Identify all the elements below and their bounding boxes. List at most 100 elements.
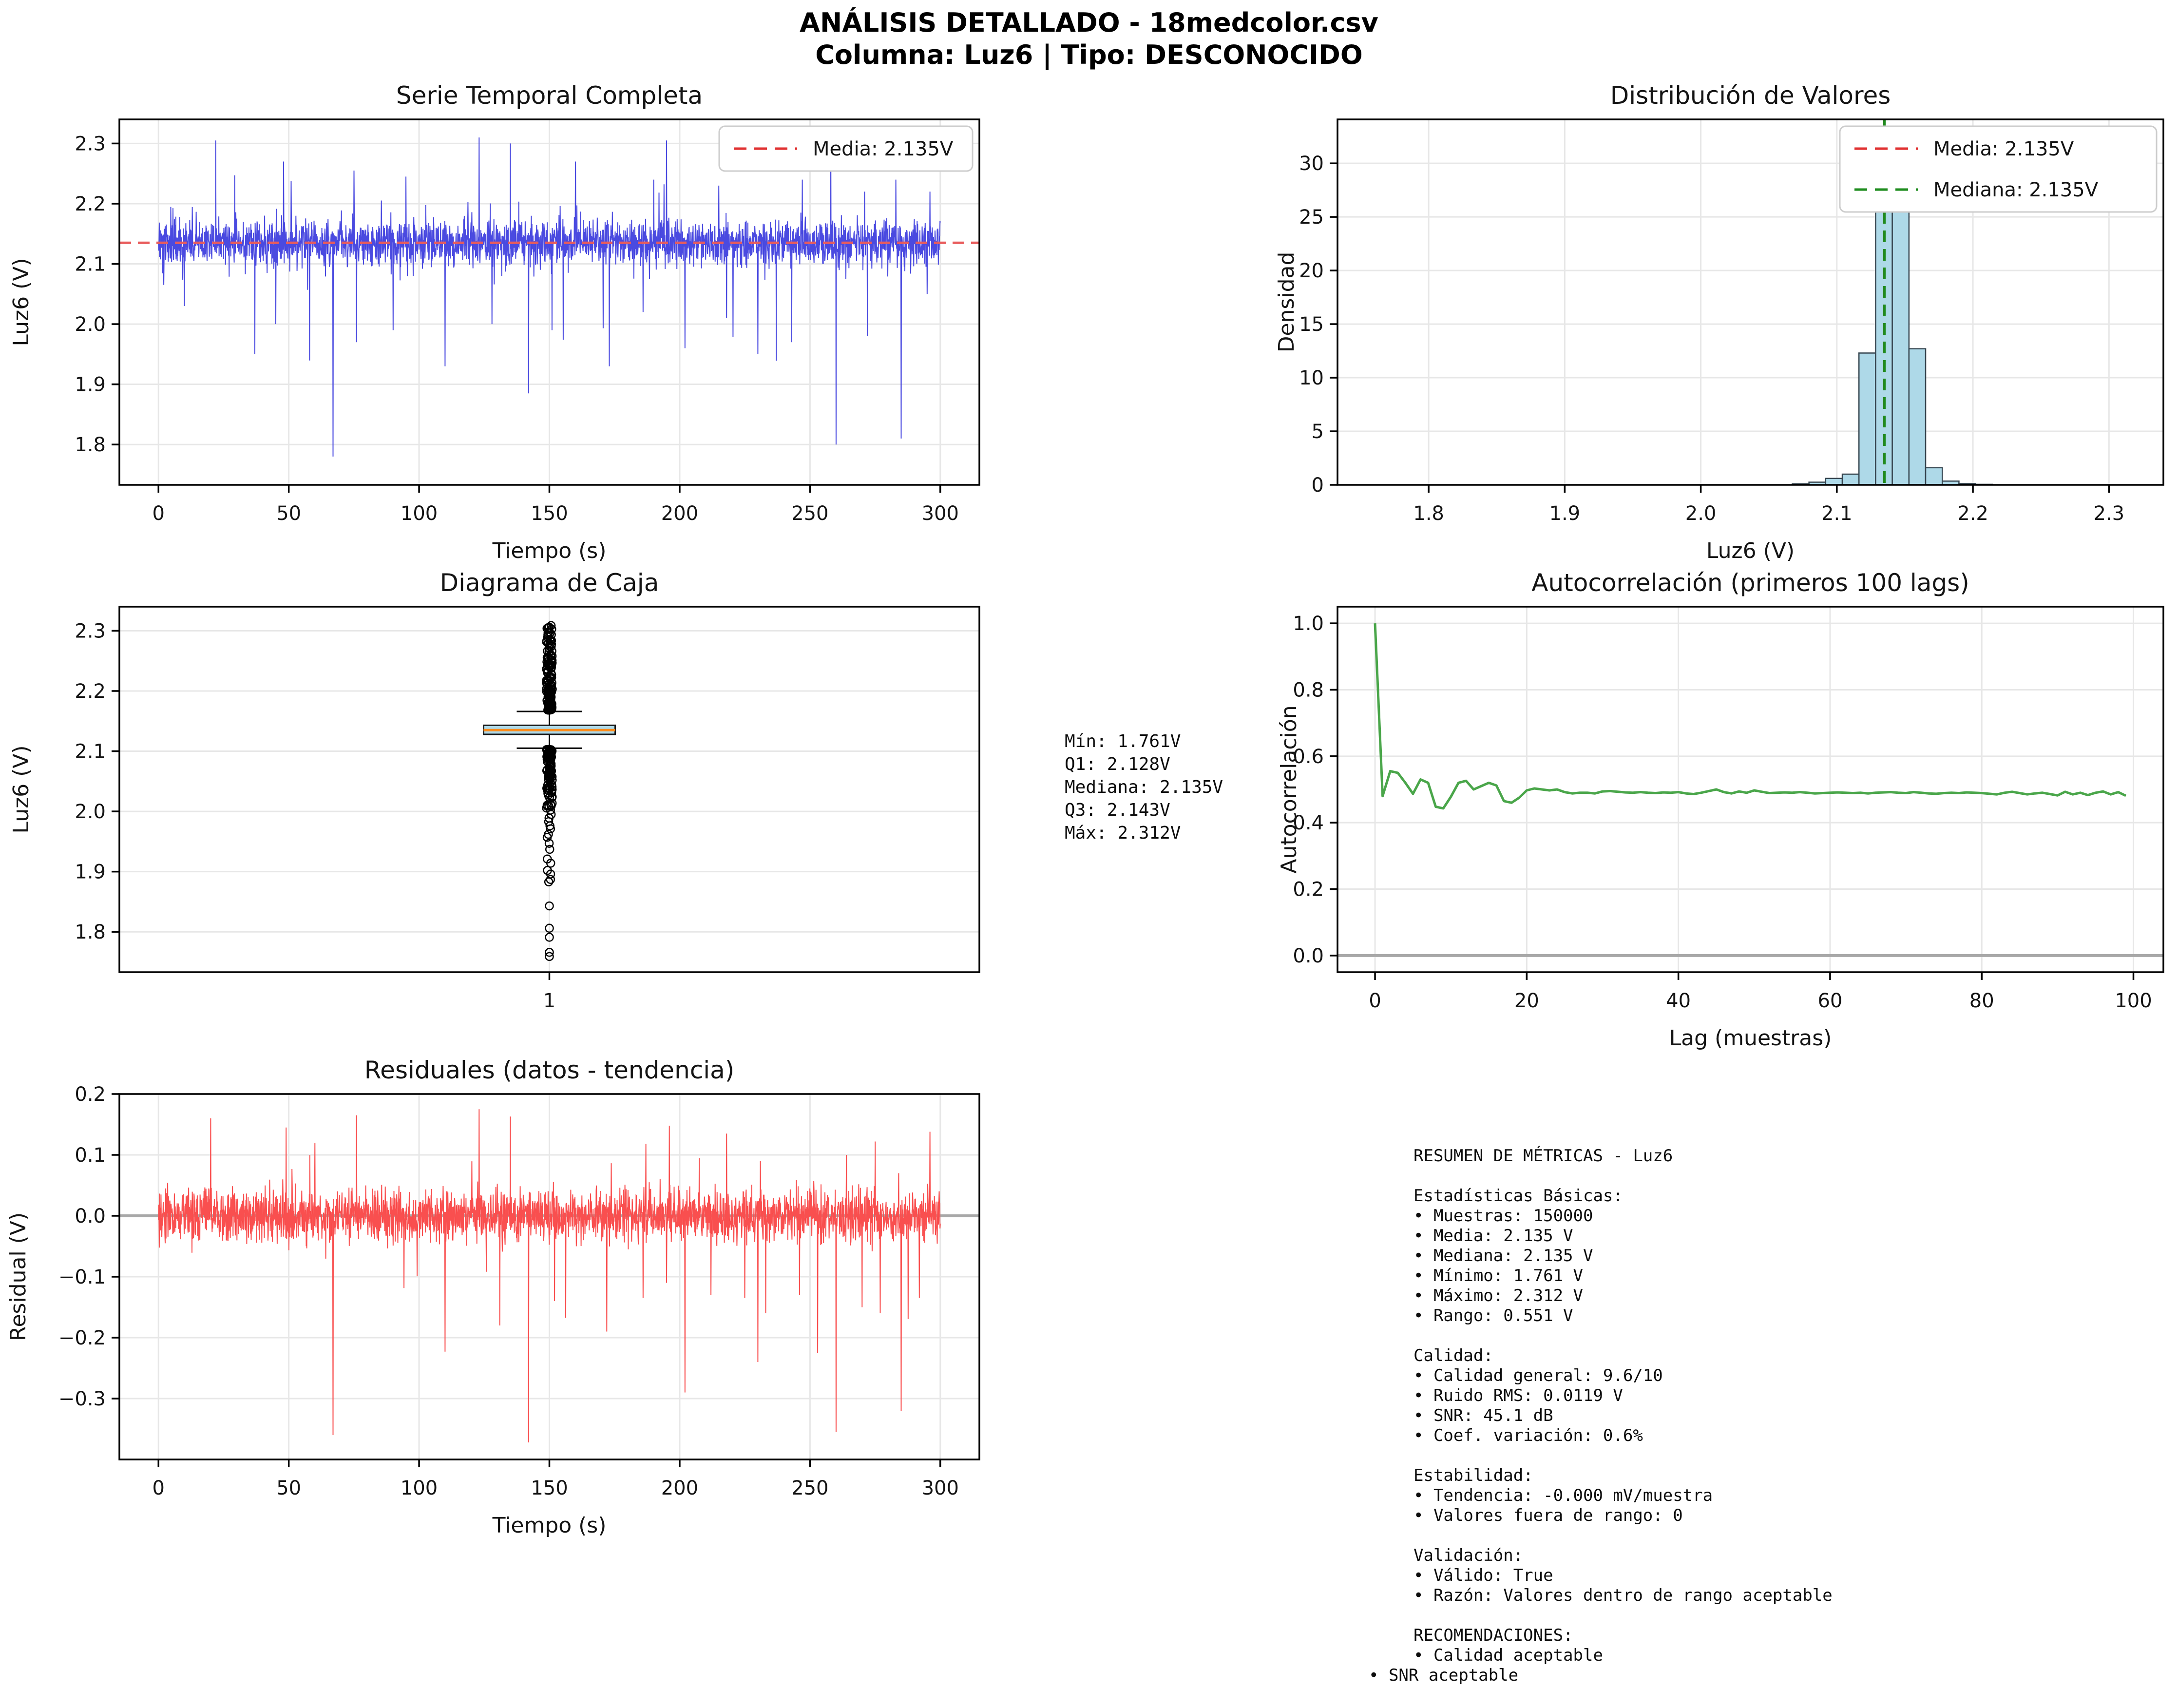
metrics-line: • Máximo: 2.312 V bbox=[1414, 1286, 1583, 1305]
tick-labels: 1 1.8 1.9 2.0 2.1 2.2 2.3 bbox=[75, 620, 555, 1012]
svg-text:2.3: 2.3 bbox=[75, 133, 106, 155]
svg-text:0.8: 0.8 bbox=[1293, 679, 1324, 701]
svg-text:40: 40 bbox=[1666, 990, 1691, 1012]
metrics-line: • Mediana: 2.135 V bbox=[1414, 1246, 1593, 1266]
x-axis-label: Luz6 (V) bbox=[1706, 538, 1795, 563]
svg-text:20: 20 bbox=[1299, 260, 1324, 282]
svg-text:0.6: 0.6 bbox=[1293, 746, 1324, 768]
histogram-plot: 1.8 1.9 2.0 2.1 2.2 2.3 0 5 10 15 20 25 30 Distribuci… bbox=[1274, 81, 2164, 563]
svg-text:2.1: 2.1 bbox=[1821, 502, 1853, 525]
svg-text:0: 0 bbox=[153, 1477, 165, 1499]
grid bbox=[119, 119, 979, 485]
boxplot-outliers bbox=[542, 621, 557, 961]
y-axis-label: Luz6 (V) bbox=[9, 745, 34, 833]
metrics-line: • Calidad aceptable bbox=[1414, 1646, 1603, 1665]
residuals-line bbox=[158, 1109, 941, 1443]
legend: Media: 2.135V Mediana: 2.135V bbox=[1839, 125, 2158, 213]
figure-title-line1: ANÁLISIS DETALLADO - 18medcolor.csv bbox=[800, 7, 1378, 38]
metrics-line: • Rango: 0.551 V bbox=[1414, 1306, 1573, 1325]
svg-text:300: 300 bbox=[922, 502, 959, 525]
svg-text:2.2: 2.2 bbox=[1957, 502, 1988, 525]
tick-labels: 0 50 100 150 200 250 300 1.8 1.9 2.0 2.1 2.2 2.3 bbox=[75, 133, 959, 525]
svg-text:0.4: 0.4 bbox=[1293, 812, 1324, 834]
svg-text:2.2: 2.2 bbox=[75, 680, 106, 703]
tick-labels: 1.8 1.9 2.0 2.1 2.2 2.3 0 5 10 15 20 25 30 bbox=[1299, 153, 2124, 525]
legend: Media: 2.135V bbox=[718, 125, 974, 172]
svg-text:2.3: 2.3 bbox=[75, 620, 106, 642]
y-axis-label: Densidad bbox=[1274, 252, 1299, 353]
svg-text:0: 0 bbox=[1369, 990, 1381, 1012]
y-axis-label: Residual (V) bbox=[6, 1212, 31, 1341]
svg-text:1.9: 1.9 bbox=[75, 374, 106, 396]
svg-text:20: 20 bbox=[1514, 990, 1539, 1012]
svg-text:1.9: 1.9 bbox=[75, 861, 106, 883]
svg-text:0: 0 bbox=[1312, 474, 1324, 497]
quartile-stats-line: Mín: 1.761V bbox=[1065, 731, 1181, 751]
tick-labels: 0 20 40 60 80 100 0.0 0.2 0.4 0.6 0.8 1.0 bbox=[1293, 613, 2152, 1012]
svg-text:2.1: 2.1 bbox=[75, 741, 106, 763]
svg-text:30: 30 bbox=[1299, 153, 1324, 175]
legend-label: Media: 2.135V bbox=[813, 138, 954, 160]
subplot-title: Serie Temporal Completa bbox=[396, 81, 703, 110]
metrics-line bbox=[1369, 1606, 1833, 1626]
metrics-line: • Coef. variación: 0.6% bbox=[1414, 1426, 1643, 1445]
metrics-line: • Muestras: 150000 bbox=[1414, 1206, 1593, 1226]
grid bbox=[1337, 607, 2163, 972]
legend-label: Media: 2.135V bbox=[1933, 138, 2074, 160]
quartile-stats-line: Máx: 2.312V bbox=[1065, 823, 1181, 843]
quartile-stats-line: Q1: 2.128V bbox=[1065, 754, 1170, 774]
grid bbox=[119, 1093, 979, 1459]
svg-text:0.1: 0.1 bbox=[75, 1144, 106, 1167]
svg-text:1.9: 1.9 bbox=[1549, 502, 1581, 525]
boxplot-plot: 1 1.8 1.9 2.0 2.1 2.2 2.3 Diagrama de Caja Luz6 … bbox=[9, 569, 980, 1012]
histogram-bar bbox=[1841, 473, 1860, 486]
svg-text:5: 5 bbox=[1312, 421, 1324, 443]
histogram-bar bbox=[1891, 159, 1910, 486]
metrics-line: Calidad: bbox=[1414, 1346, 1493, 1365]
legend-label: Mediana: 2.135V bbox=[1933, 179, 2099, 201]
quartile-stats-text: Mín: 1.761V Q1: 2.128V Mediana: 2.135V Q3: … bbox=[1065, 730, 1223, 844]
y-axis-label: Luz6 (V) bbox=[9, 258, 34, 346]
quartile-stats-line: Mediana: 2.135V bbox=[1065, 777, 1223, 797]
metrics-line bbox=[1369, 1526, 1833, 1546]
metrics-line: • Calidad general: 9.6/10 bbox=[1414, 1366, 1663, 1385]
svg-text:2.0: 2.0 bbox=[75, 313, 106, 336]
svg-text:−0.2: −0.2 bbox=[58, 1327, 106, 1349]
svg-text:300: 300 bbox=[922, 1477, 959, 1499]
svg-text:250: 250 bbox=[791, 502, 828, 525]
metrics-summary-text: RESUMEN DE MÉTRICAS - Luz6 Estadísticas … bbox=[1369, 1146, 1833, 1686]
metrics-line: • Media: 2.135 V bbox=[1414, 1226, 1573, 1246]
svg-text:0: 0 bbox=[153, 502, 165, 525]
metrics-line: • Ruido RMS: 0.0119 V bbox=[1414, 1386, 1623, 1405]
histogram-bar bbox=[1858, 352, 1876, 486]
tick-labels: 0 50 100 150 200 250 300 0.2 0.1 0.0 −0.1 −0.2 −0.3 bbox=[58, 1083, 959, 1499]
svg-text:0.0: 0.0 bbox=[75, 1205, 106, 1228]
axes-frame bbox=[1337, 118, 2164, 486]
metrics-line bbox=[1369, 1326, 1833, 1346]
svg-text:1.0: 1.0 bbox=[1293, 613, 1324, 635]
metrics-line: • SNR aceptable bbox=[1369, 1666, 1519, 1685]
svg-text:15: 15 bbox=[1299, 313, 1324, 336]
subplot-title: Diagrama de Caja bbox=[440, 569, 659, 597]
svg-text:2.0: 2.0 bbox=[75, 801, 106, 823]
svg-text:100: 100 bbox=[2115, 990, 2152, 1012]
y-axis-label: Autocorrelación bbox=[1277, 705, 1301, 873]
histogram-bar bbox=[1925, 467, 1943, 486]
figure-title-line2: Columna: Luz6 | Tipo: DESCONOCIDO bbox=[815, 39, 1363, 70]
timeseries-plot: 0 50 100 150 200 250 300 1.8 1.9 2.0 2.1 2.2 2.3 Seri… bbox=[9, 81, 980, 563]
metrics-line: RESUMEN DE MÉTRICAS - Luz6 bbox=[1414, 1146, 1673, 1166]
residuals-plot: 0 50 100 150 200 250 300 0.2 0.1 0.0 −0.1 −0.2 −0.3 R… bbox=[6, 1056, 980, 1538]
metrics-line: Estabilidad: bbox=[1414, 1466, 1533, 1485]
metrics-line: RECOMENDACIONES: bbox=[1414, 1626, 1573, 1645]
svg-text:−0.1: −0.1 bbox=[58, 1266, 106, 1288]
acf-line bbox=[1374, 623, 2127, 810]
metrics-line: • Valores fuera de rango: 0 bbox=[1414, 1506, 1683, 1525]
subplot-title: Autocorrelación (primeros 100 lags) bbox=[1531, 569, 1969, 597]
svg-text:50: 50 bbox=[276, 502, 301, 525]
subplot-title: Residuales (datos - tendencia) bbox=[364, 1056, 735, 1084]
metrics-line: • Mínimo: 1.761 V bbox=[1414, 1266, 1583, 1286]
svg-text:150: 150 bbox=[531, 502, 568, 525]
autocorrelation-plot: 0 20 40 60 80 100 0.0 0.2 0.4 0.6 0.8 1.0 Autocorrel… bbox=[1277, 569, 2164, 1051]
figure-title: ANÁLISIS DETALLADO - 18medcolor.csv Colu… bbox=[0, 7, 2178, 71]
